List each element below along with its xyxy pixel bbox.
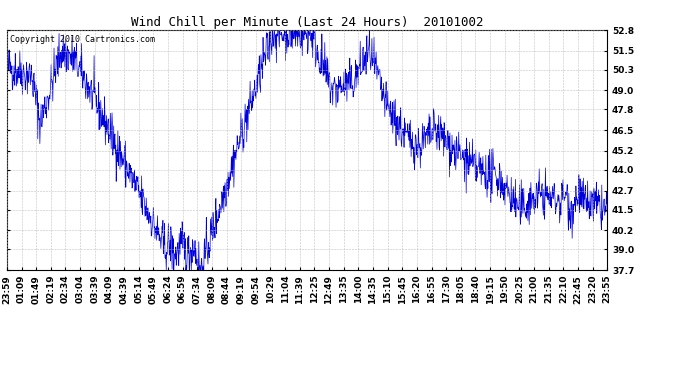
Text: Copyright 2010 Cartronics.com: Copyright 2010 Cartronics.com [10, 35, 155, 44]
Title: Wind Chill per Minute (Last 24 Hours)  20101002: Wind Chill per Minute (Last 24 Hours) 20… [131, 16, 483, 29]
